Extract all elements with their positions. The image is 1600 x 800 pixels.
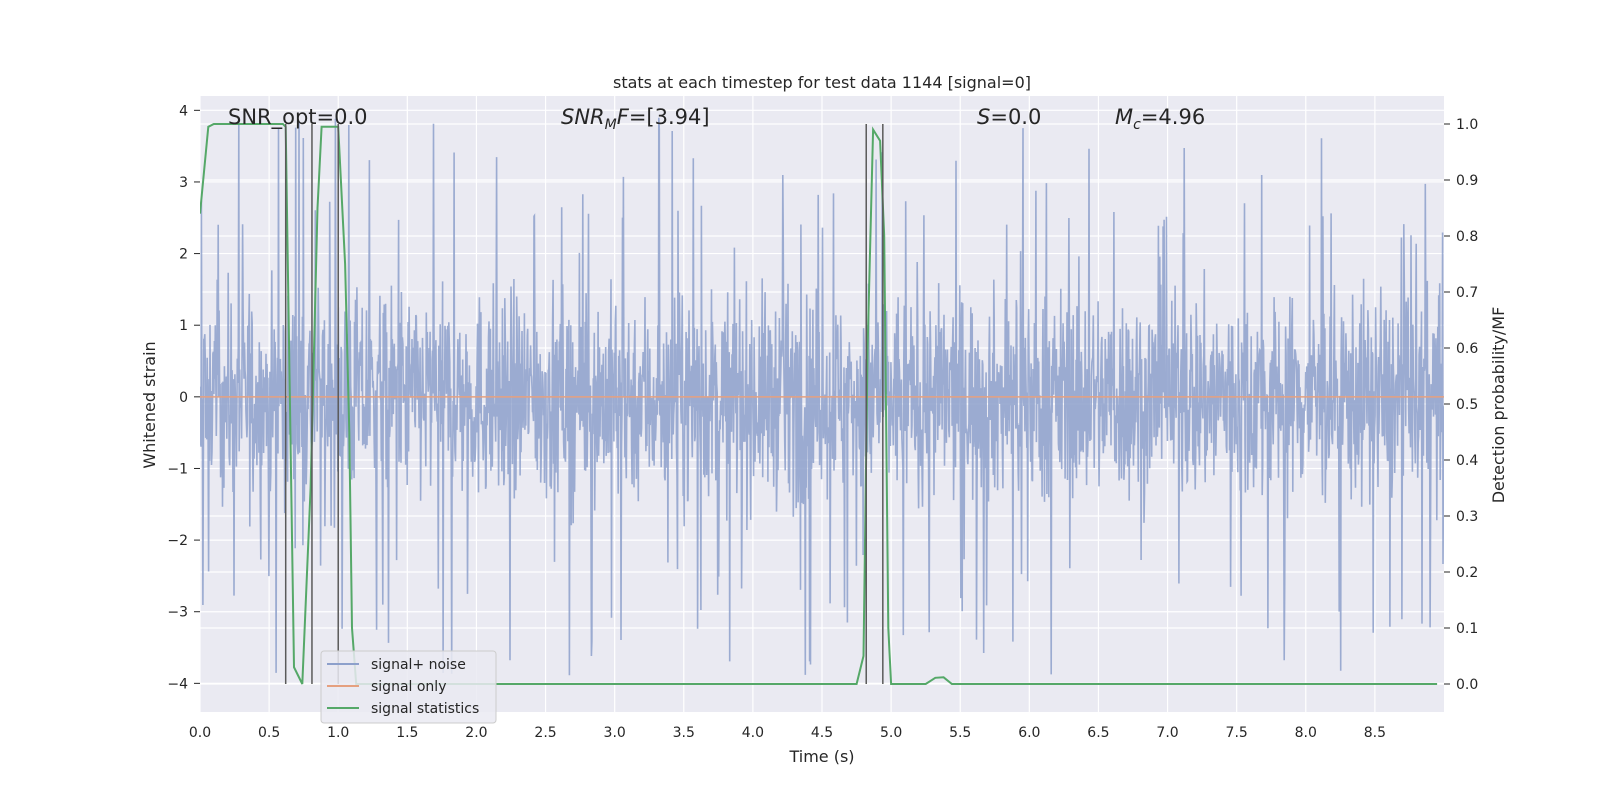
y-tick-label: −4 [167,676,188,692]
x-tick-label: 6.0 [1018,725,1040,741]
y-axis-ticks: 4 3 2 1 0 −1 −2 −3 −4 [167,103,200,692]
y-tick-label: −2 [167,533,188,549]
legend-label-signal-only: signal only [371,679,446,695]
annotation-mc: Mc=4.96 [1115,105,1205,133]
x-tick-label: 8.5 [1364,725,1386,741]
x-tick-label: 2.5 [534,725,556,741]
y-tick-label: 3 [179,175,188,191]
x-tick-label: 3.5 [673,725,695,741]
x-tick-label: 1.5 [396,725,418,741]
series-signal-noise-line [200,117,1444,676]
y2-tick-label: 0.1 [1456,621,1478,637]
y2-tick-label: 0.2 [1456,565,1478,581]
x-tick-label: 3.0 [604,725,626,741]
x-tick-label: 1.0 [327,725,349,741]
x-tick-label: 7.5 [1226,725,1248,741]
y2-tick-label: 0.8 [1456,229,1478,245]
y2-tick-label: 0.3 [1456,509,1478,525]
y2-axis-label: Detection probability/MF [1489,307,1508,504]
legend: signal+ noise signal only signal statist… [320,650,497,724]
y2-tick-label: 0.6 [1456,341,1478,357]
x-tick-label: 0.0 [189,725,211,741]
x-tick-label: 5.5 [949,725,971,741]
x-tick-label: 7.0 [1156,725,1178,741]
legend-label-signal-noise: signal+ noise [371,657,466,673]
legend-box [320,650,497,724]
x-tick-label: 2.0 [465,725,487,741]
annotation-snr-opt: SNR_opt=0.0 [228,105,368,130]
x-axis-label: Time (s) [788,747,854,766]
x-axis-ticks: 0.0 0.5 1.0 1.5 2.0 2.5 3.0 3.5 4.0 4.5 5.0 5.5 6.0 6… [189,725,1386,741]
y2-tick-label: 0.5 [1456,397,1478,413]
x-tick-label: 0.5 [258,725,280,741]
y2-tick-label: 0.7 [1456,285,1478,301]
x-tick-label: 4.0 [742,725,764,741]
y2-tick-label: 1.0 [1456,117,1478,133]
y2-tick-label: 0.4 [1456,453,1478,469]
y-tick-label: 2 [179,247,188,263]
chart-title: stats at each timestep for test data 114… [613,73,1031,92]
y-tick-label: 1 [179,318,188,334]
y-tick-label: 4 [179,103,188,119]
y2-axis-ticks: 1.0 0.9 0.8 0.7 0.6 0.5 0.4 0.3 0.2 0.1 0.0 [1444,117,1478,693]
y-tick-label: 0 [179,390,188,406]
y-axis-label: Whitened strain [140,341,159,468]
annotation-snr-mf: SNRMF=[3.94] [561,105,710,133]
x-tick-label: 4.5 [811,725,833,741]
noise-series [200,117,1444,676]
y2-tick-label: 0.9 [1456,173,1478,189]
y2-tick-label: 0.0 [1456,677,1478,693]
x-tick-label: 5.0 [880,725,902,741]
x-tick-label: 6.5 [1087,725,1109,741]
x-tick-label: 8.0 [1295,725,1317,741]
y-tick-label: −1 [167,461,188,477]
vertical-markers [284,124,884,684]
y-tick-label: −3 [167,605,188,621]
legend-label-signal-statistics: signal statistics [371,701,479,717]
annotation-s: S=0.0 [977,105,1041,129]
